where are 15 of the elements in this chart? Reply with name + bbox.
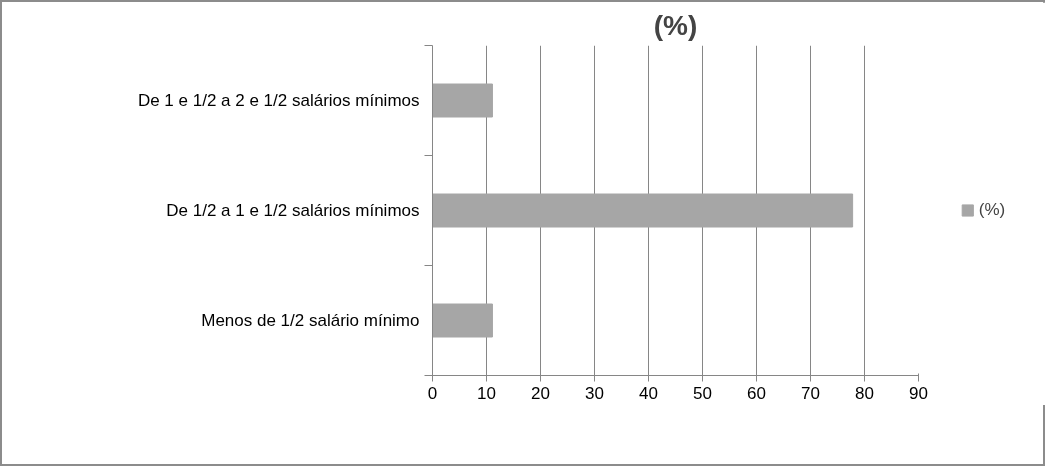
x-tick-label: 0 [427, 383, 438, 403]
chart-title: (%) [653, 9, 698, 41]
x-tick-label: 60 [747, 383, 766, 403]
y-tick-label: Menos de 1/2 salário mínimo [201, 311, 420, 330]
x-tick-label: 80 [855, 383, 874, 403]
x-tick-label: 20 [531, 383, 550, 403]
x-tick-label: 30 [585, 383, 604, 403]
x-tick-label: 40 [639, 383, 658, 403]
x-tick-label: 50 [693, 383, 712, 403]
y-tick-label: De 1 e 1/2 a 2 e 1/2 salários mínimos [137, 91, 420, 110]
x-tick-label: 10 [477, 383, 496, 403]
x-tick-label: 90 [909, 383, 928, 403]
y-tick-label: De 1/2 a 1 e 1/2 salários mínimos [166, 201, 420, 220]
x-tick-label: 70 [801, 383, 820, 403]
legend-label: (%) [978, 200, 1006, 220]
